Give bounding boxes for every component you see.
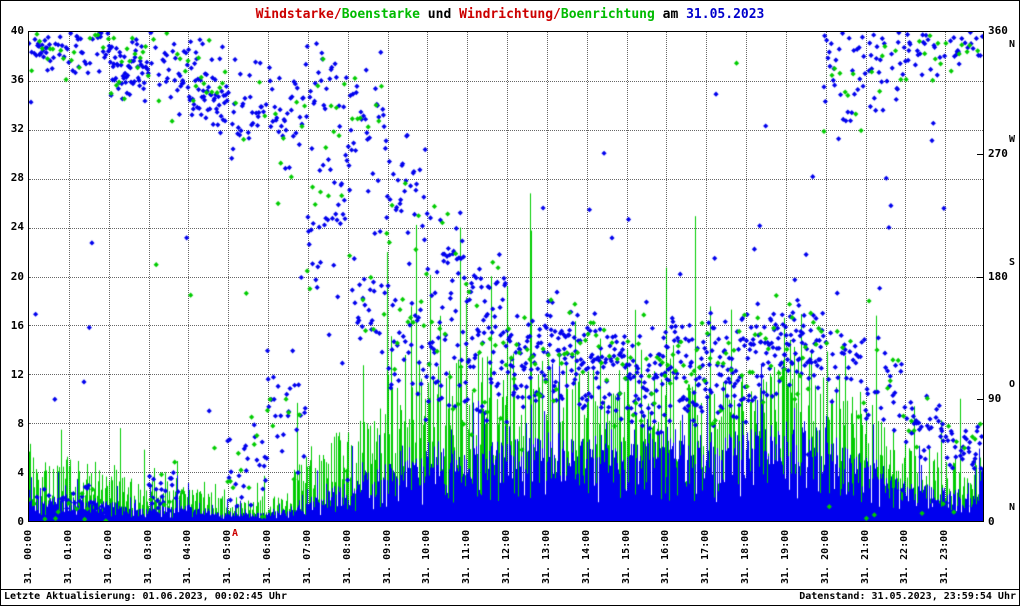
compass-label: N bbox=[1009, 39, 1016, 50]
x-tick-label: 31. 13:00 bbox=[540, 529, 552, 584]
compass-label: N bbox=[1009, 502, 1016, 513]
y-left-tick-label: 28 bbox=[10, 171, 24, 185]
y-left-tick-label: 32 bbox=[10, 122, 24, 136]
x-tick-label: 31. 12:00 bbox=[501, 529, 512, 584]
y-left-tick-label: 8 bbox=[17, 416, 24, 430]
y-left-tick-label: 36 bbox=[10, 73, 24, 87]
x-tick-label: 31. 06:00 bbox=[262, 529, 273, 584]
y-left-tick-label: 0 bbox=[17, 515, 24, 528]
marker-a: A bbox=[232, 528, 239, 539]
data-status-text: Datenstand: 31.05.2023, 23:59:54 Uhr bbox=[799, 591, 1016, 602]
footer-bar: Letzte Aktualisierung: 01.06.2023, 00:02… bbox=[1, 589, 1019, 605]
x-tick-label: 31. 16:00 bbox=[660, 529, 672, 584]
x-tick-label: 31. 18:00 bbox=[740, 529, 751, 584]
x-tick-label: 31. 10:00 bbox=[421, 529, 433, 584]
y-left-tick-label: 12 bbox=[10, 367, 24, 381]
page-title: Windstarke/Boenstarke und Windrichtung/B… bbox=[1, 7, 1019, 22]
x-tick-label: 31. 09:00 bbox=[381, 529, 393, 584]
x-tick-label: 31. 14:00 bbox=[580, 529, 592, 584]
title-segment: 31.05.2023 bbox=[686, 7, 765, 22]
x-tick-label: 31. 20:00 bbox=[819, 529, 831, 584]
x-tick-label: 31. 21:00 bbox=[859, 529, 871, 584]
title-segment: Windrichtung/ bbox=[459, 7, 561, 22]
x-tick-label: 31. 15:00 bbox=[620, 529, 632, 584]
x-tick-label: 31. 19:00 bbox=[779, 529, 791, 584]
y-left-tick-label: 24 bbox=[10, 220, 24, 234]
title-segment: und bbox=[419, 7, 460, 22]
last-update-text: Letzte Aktualisierung: 01.06.2023, 00:02… bbox=[4, 591, 287, 602]
y-left-tick-label: 40 bbox=[10, 24, 24, 37]
x-tick-label: 31. 23:00 bbox=[939, 529, 951, 584]
x-tick-label: 31. 08:00 bbox=[341, 529, 353, 584]
y-right-tick-label: 0 bbox=[988, 515, 995, 528]
y-left-tick-label: 16 bbox=[10, 318, 24, 332]
y-right-tick-label: 270 bbox=[988, 146, 1008, 160]
compass-label: W bbox=[1009, 133, 1016, 145]
x-tick-label: 31. 11:00 bbox=[461, 529, 473, 584]
x-tick-label: 31. 07:00 bbox=[301, 529, 313, 584]
chart-canvas bbox=[29, 32, 983, 521]
plot-area bbox=[28, 31, 984, 522]
title-segment: am bbox=[654, 7, 687, 22]
title-segment: Windstarke/ bbox=[255, 7, 342, 22]
x-tick-label: 31. 00:00 bbox=[23, 529, 34, 584]
x-tick-label: 31. 01:00 bbox=[62, 529, 74, 584]
y-left-tick-label: 4 bbox=[17, 465, 24, 479]
x-tick-label: 31. 17:00 bbox=[700, 529, 712, 584]
y-right-tick-label: 180 bbox=[988, 269, 1008, 283]
x-tick-label: 31. 02:00 bbox=[102, 529, 114, 584]
compass-label: O bbox=[1009, 379, 1016, 391]
y-left-tick-label: 20 bbox=[10, 269, 24, 283]
y-right-tick-label: 360 bbox=[988, 24, 1008, 37]
title-segment: Boenstarke bbox=[341, 7, 420, 22]
y-right-tick-label: 90 bbox=[988, 392, 1002, 406]
compass-label: S bbox=[1009, 256, 1016, 268]
x-tick-label: 31. 03:00 bbox=[142, 529, 154, 584]
x-tick-label: 31. 04:00 bbox=[182, 529, 194, 584]
title-segment: Boenrichtung bbox=[560, 7, 655, 22]
x-tick-label: 31. 22:00 bbox=[899, 529, 911, 584]
